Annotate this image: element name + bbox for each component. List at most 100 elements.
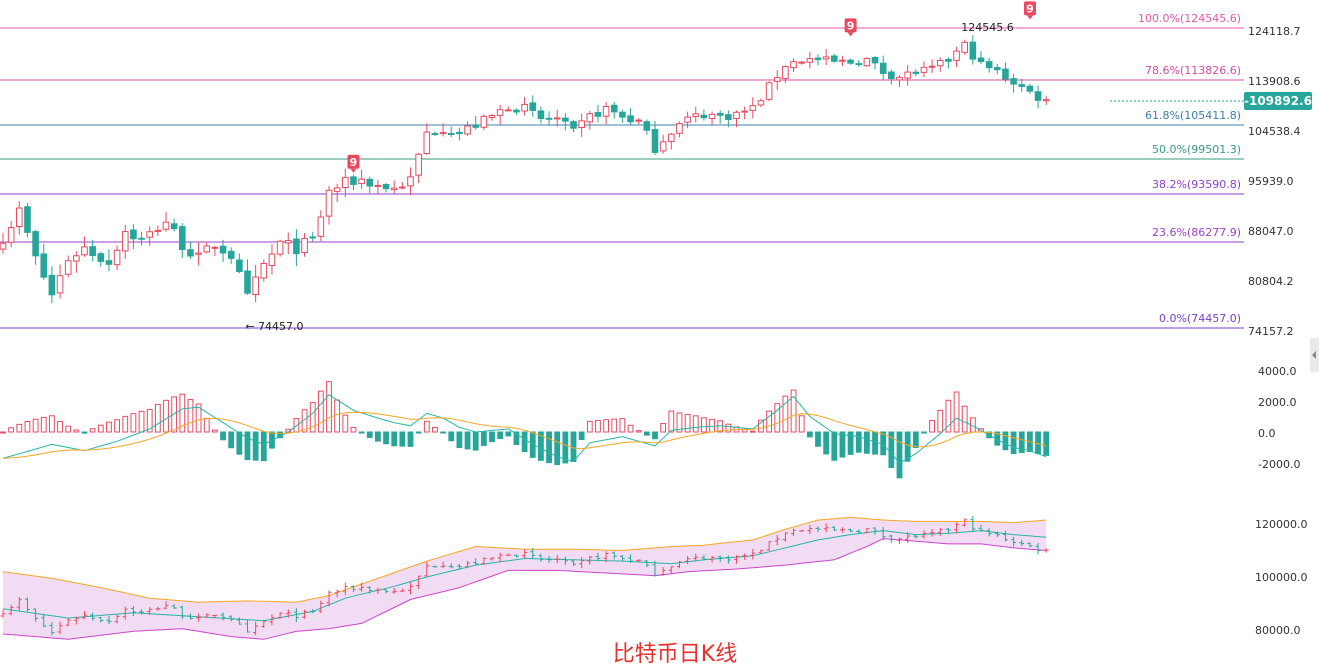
candle-body [1034,91,1042,101]
macd-histogram-bar [505,431,512,437]
candle-body [985,61,993,69]
td-marker-1 [844,18,857,33]
macd-histogram-bar [163,399,169,433]
macd-histogram-bar [49,415,55,433]
candle-body [578,120,585,128]
candle-body [81,246,88,256]
candle-body [619,111,626,118]
candle-body [301,237,308,254]
price-tick-4: 88047.0 [1248,225,1294,238]
macd-histogram-bar [815,431,821,447]
macd-histogram-bar [252,431,259,461]
boll-tick-0: 120000.0 [1255,518,1308,531]
macd-histogram-bar [945,399,952,433]
candle-body [97,253,105,262]
candle-body [692,113,700,117]
price-tick-2: 104538.4 [1248,125,1301,138]
candle-body [154,229,162,232]
fib-label-4: 38.2%(93590.8) [1152,178,1241,191]
candle-body [994,67,1001,71]
candle-body [40,253,48,278]
candle-body [488,115,496,118]
candle-body [195,252,202,255]
macd-histogram-bar [391,431,398,447]
candle-body [945,58,952,62]
candle-body [798,61,806,64]
macd-histogram-bar [831,431,838,461]
macd-histogram-bar [546,431,552,464]
candle-body [227,250,235,259]
price-axis: 124118.7 113908.6 104538.4 95939.0 88047.0 80… [1110,25,1312,637]
candle-body [570,121,577,129]
macd-dif-line [2,394,1047,464]
fib-label-6: 0.0%(74457.0) [1159,312,1241,325]
macd-histogram-bar [16,423,23,433]
candle-body [977,57,985,63]
macd-panel [0,381,1050,479]
candle-body [562,117,569,122]
candle-body [684,116,691,123]
price-tick-5: 80804.2 [1248,275,1294,288]
macd-histogram-bar [643,431,650,436]
macd-histogram-bar [937,409,944,433]
macd-histogram-bar [81,431,88,434]
candle-body [888,71,895,80]
macd-histogram-bar [676,412,683,433]
macd-histogram-bar [32,418,39,433]
current-price-tag [1244,92,1312,111]
candle-body [121,231,129,252]
panel-collapse-handle[interactable] [1310,338,1319,372]
macd-histogram-bar [317,390,324,433]
macd-histogram-bar [668,410,675,433]
candle-body [733,111,740,119]
macd-histogram-bar [562,431,569,464]
macd-histogram-bar [440,431,447,434]
macd-histogram-bar [684,414,691,433]
fib-label-3: 50.0%(99501.3) [1152,143,1241,156]
candle-body [423,131,431,154]
candle-body [936,59,944,67]
bollinger-panel [0,515,1049,640]
macd-histogram-bar [114,419,120,433]
macd-histogram-bar [448,431,455,442]
candle-body [390,187,398,191]
candle-body [236,259,243,273]
candle-body [790,61,797,69]
macd-histogram-bar [212,429,218,433]
candle-body [594,111,602,117]
macd-histogram-bar [660,423,667,433]
candle-body [439,131,447,135]
macd-histogram-bar [154,403,161,433]
macd-dea-line [2,411,1047,459]
candle-body [521,103,528,112]
macd-histogram-bar [790,389,797,433]
candle-body [138,237,145,240]
candle-body [293,238,300,255]
macd-histogram-bar [407,431,414,447]
candle-body [953,50,960,61]
macd-histogram-bar [399,431,406,447]
candle-body [480,115,488,128]
macd-histogram-bar [24,421,31,433]
macd-histogram-bar [375,431,381,442]
macd-histogram-bar [415,431,422,434]
macd-tick-0: 4000.0 [1258,365,1297,378]
macd-histogram-bar [1035,431,1041,455]
macd-histogram-bar [961,405,968,433]
fib-label-0: 100.0%(124545.6) [1138,12,1241,25]
macd-histogram-bar [228,431,235,449]
candle-body [333,187,341,192]
candle-body [456,131,463,135]
macd-histogram-bar [782,395,789,433]
candle-body [32,231,39,257]
macd-tick-1: 2000.0 [1258,396,1297,409]
macd-histogram-bar [929,419,936,433]
macd-histogram-bar [839,431,846,458]
macd-histogram-bar [366,431,373,438]
macd-histogram-bar [138,410,145,433]
macd-histogram-bar [97,424,104,433]
candle-body [635,119,643,122]
candle-body [529,102,537,111]
candle-body [904,71,911,79]
macd-histogram-bar [423,420,430,433]
